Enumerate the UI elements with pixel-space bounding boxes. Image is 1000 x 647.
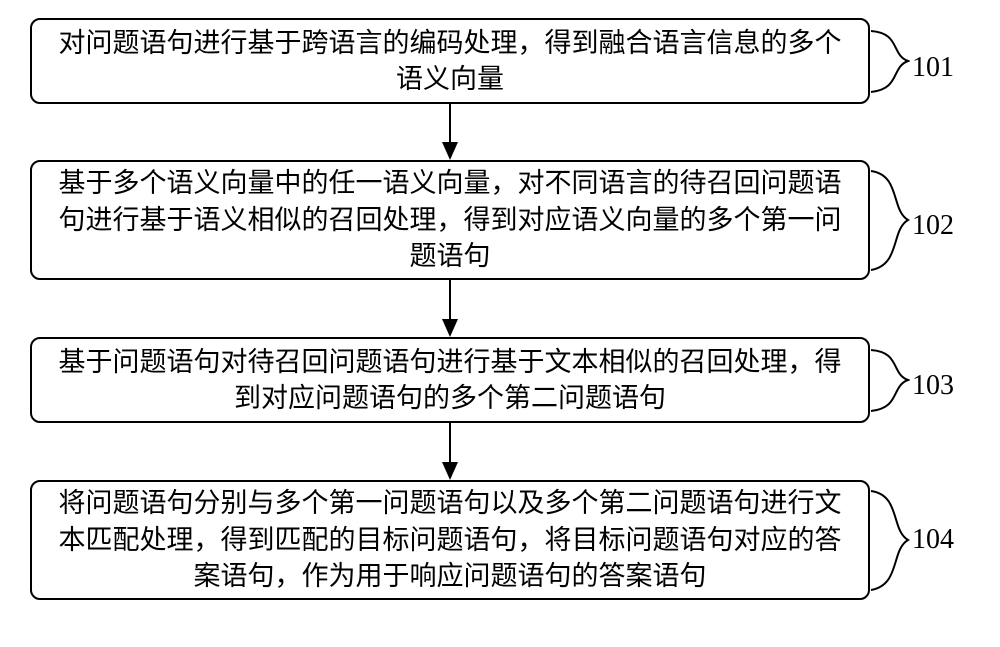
arrow-1: [435, 104, 465, 160]
flow-node-text-n104: 将问题语句分别与多个第一问题语句以及多个第二问题语句进行文 本匹配处理，得到匹配…: [59, 485, 842, 594]
step-label-102: 102: [912, 210, 954, 242]
flow-node-text-n101: 对问题语句进行基于跨语言的编码处理，得到融合语言信息的多个 语义向量: [59, 25, 842, 98]
flow-node-n104: 将问题语句分别与多个第一问题语句以及多个第二问题语句进行文 本匹配处理，得到匹配…: [30, 480, 870, 600]
flowchart-canvas: 对问题语句进行基于跨语言的编码处理，得到融合语言信息的多个 语义向量 101 基于多…: [0, 0, 1000, 647]
flow-node-n102: 基于多个语义向量中的任一语义向量，对不同语言的待召回问题语 句进行基于语义相似的…: [30, 160, 870, 280]
flow-node-text-n103: 基于问题语句对待召回问题语句进行基于文本相似的召回处理，得 到对应问题语句的多个…: [59, 344, 842, 417]
label-curve-3: [870, 349, 910, 413]
arrow-2: [435, 280, 465, 337]
arrow-3: [435, 423, 465, 480]
label-curve-1: [870, 30, 910, 94]
step-label-101: 101: [912, 52, 954, 84]
label-curve-4: [870, 490, 910, 592]
flow-node-text-n102: 基于多个语义向量中的任一语义向量，对不同语言的待召回问题语 句进行基于语义相似的…: [59, 165, 842, 274]
label-curve-2: [870, 170, 910, 272]
step-label-103: 103: [912, 370, 954, 402]
step-label-104: 104: [912, 524, 954, 556]
flow-node-n101: 对问题语句进行基于跨语言的编码处理，得到融合语言信息的多个 语义向量: [30, 18, 870, 104]
flow-node-n103: 基于问题语句对待召回问题语句进行基于文本相似的召回处理，得 到对应问题语句的多个…: [30, 337, 870, 423]
